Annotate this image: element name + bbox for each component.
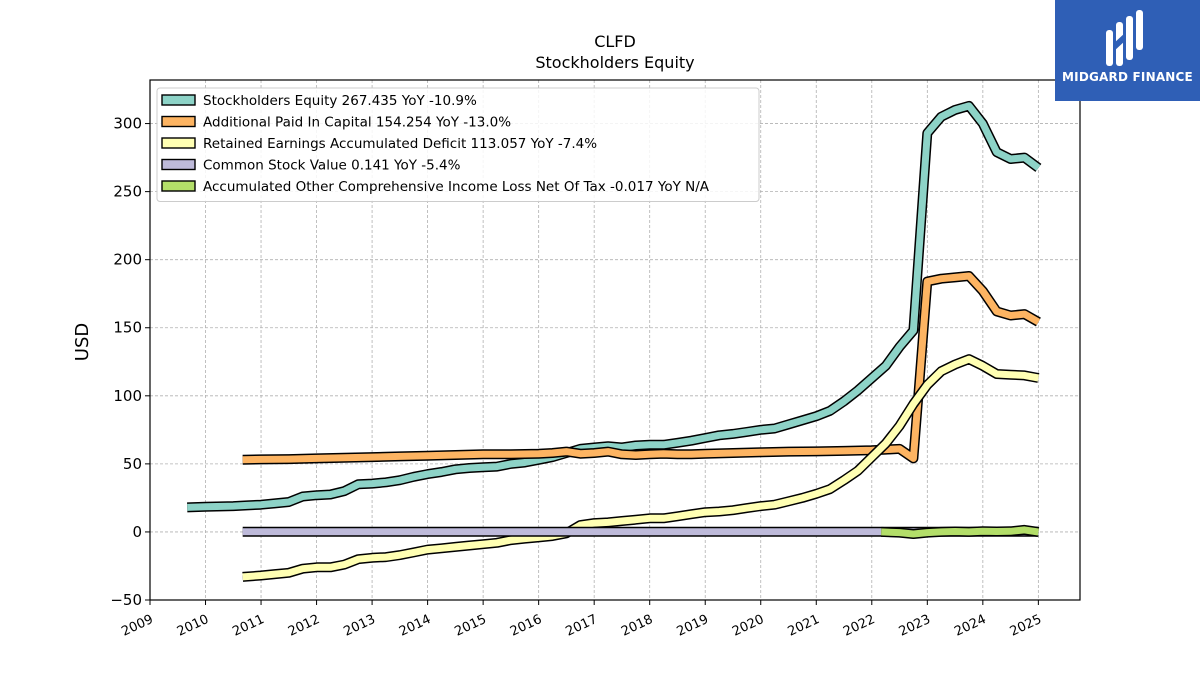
legend-label: Stockholders Equity 267.435 YoY -10.9% xyxy=(203,93,477,109)
y-tick-label: 250 xyxy=(113,183,142,201)
x-tick-label: 2024 xyxy=(952,612,988,640)
y-axis-label: USD xyxy=(72,323,93,361)
y-tick-label: 150 xyxy=(113,319,142,337)
axes-frame xyxy=(149,79,1081,601)
x-tick-label: 2018 xyxy=(619,612,655,640)
legend-swatch xyxy=(161,180,196,192)
x-tick-label: 2019 xyxy=(675,612,711,640)
series-line-4 xyxy=(881,526,1039,538)
x-tick-label: 2010 xyxy=(175,612,211,640)
y-tick-label: 0 xyxy=(132,523,142,541)
x-tick-label: 2022 xyxy=(841,612,877,640)
y-tick-label: −50 xyxy=(110,591,142,609)
midgard-finance-logo: MIDGARD FINANCE xyxy=(1055,0,1200,101)
logo-text: MIDGARD FINANCE xyxy=(1062,70,1193,84)
y-tick-label: 100 xyxy=(113,387,142,405)
legend-label: Additional Paid In Capital 154.254 YoY -… xyxy=(203,115,511,131)
x-tick-label: 2009 xyxy=(119,612,155,640)
chart-title: CLFD xyxy=(594,32,636,51)
x-tick-label: 2016 xyxy=(508,612,544,640)
x-tick-label: 2011 xyxy=(230,612,266,640)
y-tick-label: 300 xyxy=(113,115,142,133)
series-line-1 xyxy=(242,272,1041,464)
x-tick-label: 2020 xyxy=(730,612,766,640)
x-tick-label: 2023 xyxy=(897,612,933,640)
x-tick-label: 2015 xyxy=(452,612,488,640)
legend: Stockholders Equity 267.435 YoY -10.9% Ad… xyxy=(156,87,760,202)
legend-label: Accumulated Other Comprehensive Income L… xyxy=(203,179,710,195)
x-tick-label: 2021 xyxy=(786,612,822,640)
x-tick-label: 2014 xyxy=(397,612,433,640)
legend-swatch xyxy=(161,94,196,106)
x-tick-label: 2025 xyxy=(1008,612,1044,640)
midgard-m-logo-icon xyxy=(1106,10,1143,66)
plot-area xyxy=(187,100,1042,582)
legend-swatch xyxy=(161,158,196,171)
series-line-2 xyxy=(242,355,1040,581)
x-tick-label: 2013 xyxy=(341,612,377,640)
legend-label: Retained Earnings Accumulated Deficit 11… xyxy=(203,136,597,152)
legend-swatch xyxy=(161,137,196,149)
y-tick-label: 200 xyxy=(113,251,142,269)
y-tick-label: 50 xyxy=(123,455,142,473)
legend-swatch xyxy=(161,115,196,128)
series-line-0 xyxy=(187,102,1041,511)
chart-subtitle: Stockholders Equity xyxy=(535,53,694,72)
x-tick-label: 2012 xyxy=(286,612,322,640)
legend-box xyxy=(156,87,760,202)
legend-label: Common Stock Value 0.141 YoY -5.4% xyxy=(203,158,461,174)
x-tick-label: 2017 xyxy=(564,612,600,640)
